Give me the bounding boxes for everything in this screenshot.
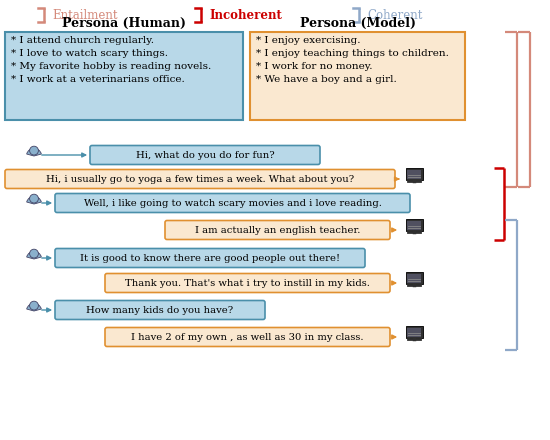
FancyBboxPatch shape	[90, 146, 320, 165]
Text: Persona (Model): Persona (Model)	[300, 17, 415, 29]
Circle shape	[30, 194, 38, 203]
Text: Hi, what do you do for fun?: Hi, what do you do for fun?	[136, 150, 274, 160]
Text: Persona (Human): Persona (Human)	[62, 17, 186, 29]
FancyBboxPatch shape	[405, 326, 422, 338]
FancyBboxPatch shape	[55, 301, 265, 319]
Circle shape	[30, 146, 38, 155]
Text: Entailment: Entailment	[52, 8, 118, 22]
Circle shape	[30, 301, 38, 310]
FancyBboxPatch shape	[165, 220, 390, 239]
FancyBboxPatch shape	[408, 274, 421, 282]
Text: I have 2 of my own , as well as 30 in my class.: I have 2 of my own , as well as 30 in my…	[131, 333, 364, 341]
FancyBboxPatch shape	[5, 32, 243, 120]
Circle shape	[30, 249, 38, 258]
FancyBboxPatch shape	[408, 328, 421, 337]
FancyBboxPatch shape	[408, 221, 421, 230]
Text: * I enjoy exercising.
* I enjoy teaching things to children.
* I work for no mon: * I enjoy exercising. * I enjoy teaching…	[256, 36, 449, 84]
FancyBboxPatch shape	[55, 194, 410, 213]
FancyBboxPatch shape	[55, 249, 365, 268]
Wedge shape	[26, 251, 41, 259]
Wedge shape	[26, 196, 41, 204]
FancyBboxPatch shape	[105, 327, 390, 347]
Text: Thank you. That's what i try to instill in my kids.: Thank you. That's what i try to instill …	[125, 279, 370, 287]
Text: It is good to know there are good people out there!: It is good to know there are good people…	[80, 253, 340, 263]
FancyBboxPatch shape	[405, 271, 422, 284]
Text: * I attend church regularly.
* I love to watch scary things.
* My favorite hobby: * I attend church regularly. * I love to…	[11, 36, 211, 84]
Text: Coherent: Coherent	[367, 8, 422, 22]
Text: Well, i like going to watch scary movies and i love reading.: Well, i like going to watch scary movies…	[84, 198, 382, 208]
FancyBboxPatch shape	[405, 219, 422, 231]
FancyBboxPatch shape	[405, 168, 422, 180]
Wedge shape	[26, 304, 41, 311]
Wedge shape	[26, 148, 41, 156]
FancyBboxPatch shape	[105, 274, 390, 293]
FancyBboxPatch shape	[5, 169, 395, 188]
Text: How many kids do you have?: How many kids do you have?	[86, 305, 234, 315]
Text: Incoherent: Incoherent	[209, 8, 282, 22]
Text: I am actually an english teacher.: I am actually an english teacher.	[195, 225, 360, 235]
FancyBboxPatch shape	[408, 170, 421, 179]
Text: Hi, i usually go to yoga a few times a week. What about you?: Hi, i usually go to yoga a few times a w…	[46, 175, 354, 183]
FancyBboxPatch shape	[250, 32, 465, 120]
